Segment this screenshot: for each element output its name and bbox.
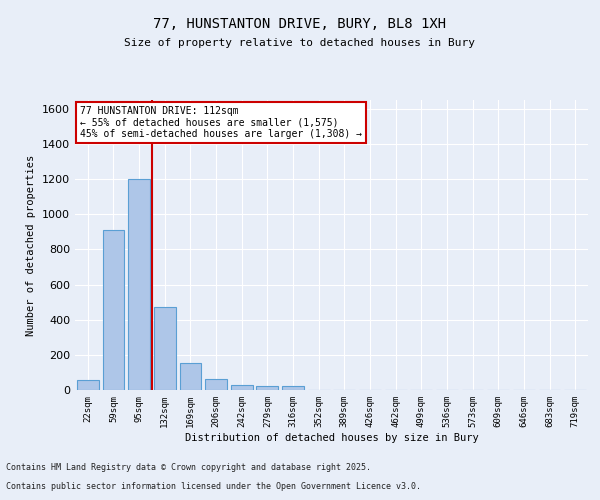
Bar xyxy=(282,386,304,390)
Bar xyxy=(154,306,176,390)
Bar xyxy=(77,380,99,390)
Text: Contains HM Land Registry data © Crown copyright and database right 2025.: Contains HM Land Registry data © Crown c… xyxy=(6,464,371,472)
Bar xyxy=(128,179,150,390)
Bar xyxy=(231,385,253,390)
Y-axis label: Number of detached properties: Number of detached properties xyxy=(26,154,37,336)
Bar xyxy=(205,379,227,390)
Text: 77, HUNSTANTON DRIVE, BURY, BL8 1XH: 77, HUNSTANTON DRIVE, BURY, BL8 1XH xyxy=(154,18,446,32)
Bar xyxy=(179,363,202,390)
Bar xyxy=(103,230,124,390)
Text: Contains public sector information licensed under the Open Government Licence v3: Contains public sector information licen… xyxy=(6,482,421,491)
Text: Size of property relative to detached houses in Bury: Size of property relative to detached ho… xyxy=(125,38,476,48)
X-axis label: Distribution of detached houses by size in Bury: Distribution of detached houses by size … xyxy=(185,432,478,442)
Bar xyxy=(256,386,278,390)
Text: 77 HUNSTANTON DRIVE: 112sqm
← 55% of detached houses are smaller (1,575)
45% of : 77 HUNSTANTON DRIVE: 112sqm ← 55% of det… xyxy=(80,106,362,139)
